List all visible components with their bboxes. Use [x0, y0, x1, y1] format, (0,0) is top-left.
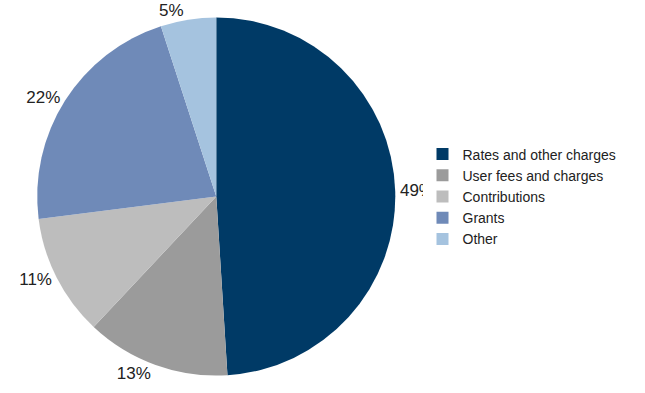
svg-text:Rates and other charges: Rates and other charges	[463, 147, 616, 163]
svg-text:Other: Other	[463, 231, 498, 247]
svg-text:Contributions: Contributions	[463, 189, 546, 205]
svg-text:11%: 11%	[19, 270, 52, 289]
svg-text:49%: 49%	[400, 181, 434, 201]
svg-text:13%: 13%	[117, 364, 151, 383]
svg-text:5%: 5%	[159, 1, 184, 20]
svg-text:Grants: Grants	[463, 210, 505, 226]
svg-text:22%: 22%	[26, 88, 60, 107]
svg-text:User fees and charges: User fees and charges	[463, 168, 604, 184]
